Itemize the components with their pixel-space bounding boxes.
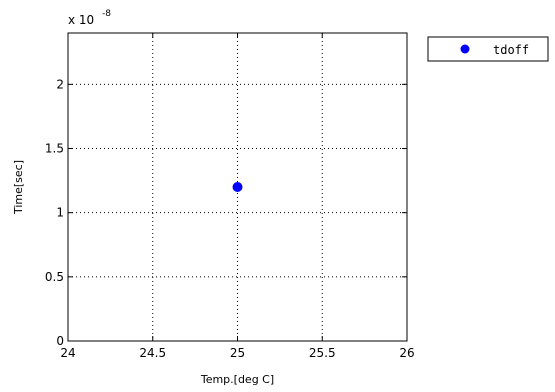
axis-ticks xyxy=(67,33,408,342)
legend: tdoff xyxy=(427,36,549,62)
y-axis-label: Time[sec] xyxy=(12,160,25,215)
x-tick-label: 25 xyxy=(230,346,245,360)
y-exponent-power: -8 xyxy=(102,9,111,19)
x-axis-label: Temp.[deg C] xyxy=(200,373,274,386)
x-tick-label: 25.5 xyxy=(309,346,336,360)
y-tick-label: 2 xyxy=(56,77,64,91)
y-axis-tick-labels: 0 0.5 1 1.5 2 xyxy=(45,77,64,348)
x-tick-label: 26 xyxy=(399,346,414,360)
x-tick-label: 24.5 xyxy=(139,346,166,360)
legend-box xyxy=(427,36,549,62)
y-tick-label: 1 xyxy=(56,206,64,220)
y-exponent-base: x 10 xyxy=(68,13,94,27)
data-point-tdoff xyxy=(232,182,243,192)
y-tick-label: 0.5 xyxy=(45,270,64,284)
data-points xyxy=(232,182,243,192)
x-axis-tick-labels: 24 24.5 25 25.5 26 xyxy=(60,346,414,360)
legend-label-tdoff: tdoff xyxy=(493,43,529,57)
grid-lines xyxy=(68,33,407,341)
legend-marker-tdoff xyxy=(460,44,470,54)
y-tick-label: 0 xyxy=(56,334,64,348)
y-tick-label: 1.5 xyxy=(45,142,64,156)
x-tick-label: 24 xyxy=(60,346,75,360)
